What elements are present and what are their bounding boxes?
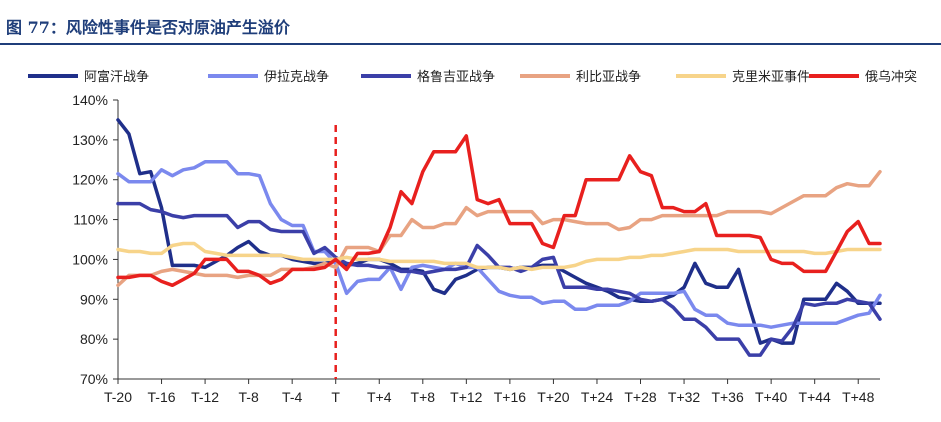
x-tick-label: T-8	[239, 389, 259, 405]
series-line-2	[116, 160, 882, 329]
x-tick-label: T-12	[191, 389, 219, 405]
chart-title: 图 77：风险性事件是否对原油产生溢价	[6, 18, 290, 37]
x-tick-label: T+20	[537, 389, 570, 405]
series-line-5	[116, 241, 882, 272]
series-line-3	[116, 201, 882, 357]
y-tick-label: 110%	[73, 212, 108, 228]
x-tick-label: T+8	[411, 389, 436, 405]
legend: 阿富汗战争 伊拉克战争 格鲁吉亚战争 利比亚战争 克里米亚事件 俄乌冲突	[28, 69, 917, 85]
legend-label: 利比亚战争	[576, 70, 641, 85]
legend-label: 格鲁吉亚战争	[417, 69, 495, 85]
x-tick-label: T+12	[450, 389, 483, 405]
x-tick-label: T+32	[668, 389, 701, 405]
x-tick-label: T+28	[624, 389, 657, 405]
legend-label: 伊拉克战争	[264, 70, 329, 85]
x-tick-label: T+16	[494, 389, 527, 405]
x-tick-label: T+40	[755, 389, 788, 405]
y-tick-label: 140%	[72, 92, 108, 108]
x-tick-label: T+36	[711, 389, 744, 405]
y-tick-label: 70%	[80, 371, 108, 387]
x-tick-label: T	[331, 389, 340, 405]
series-lines	[116, 118, 882, 357]
x-tick-label: T-20	[104, 389, 132, 405]
y-tick-label: 100%	[72, 251, 108, 267]
x-tick-label: T+44	[799, 389, 832, 405]
y-tick-label: 80%	[80, 331, 108, 347]
y-tick-label: 120%	[72, 172, 108, 188]
series-line-6	[116, 134, 882, 288]
legend-label: 克里米亚事件	[732, 70, 810, 85]
x-tick-label: T+48	[842, 389, 875, 405]
y-tick-label: 90%	[80, 291, 108, 307]
x-tick-label: T-4	[282, 389, 302, 405]
x-tick-label: T+24	[581, 389, 614, 405]
y-tick-label: 130%	[72, 132, 108, 148]
x-tick-label: T+4	[367, 389, 392, 405]
legend-label: 阿富汗战争	[84, 69, 149, 85]
legend-label: 俄乌冲突	[865, 69, 917, 85]
axes: 70% 80% 90% 100% 110% 120% 130% 140% T-20 T-16 T-1…	[72, 92, 880, 405]
x-tick-label: T-16	[148, 389, 176, 405]
series-line-4	[116, 169, 882, 288]
title-underline	[0, 43, 941, 45]
series-line-1	[116, 118, 882, 345]
